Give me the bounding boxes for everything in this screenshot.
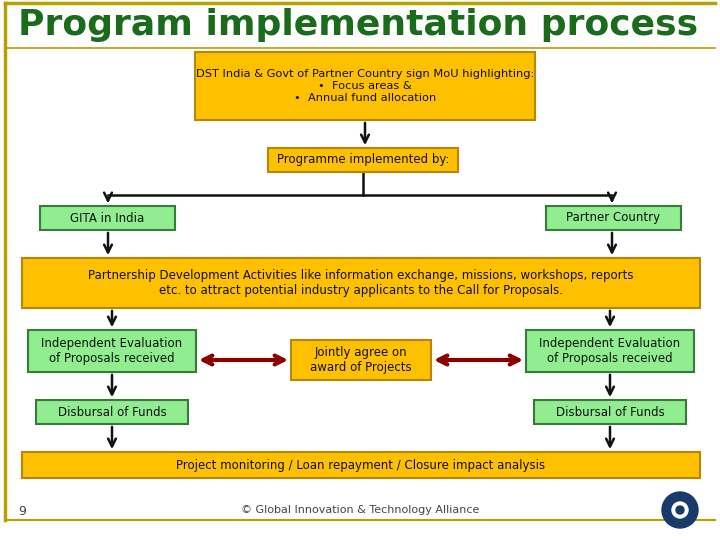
FancyBboxPatch shape — [40, 206, 175, 230]
Text: Partnership Development Activities like information exchange, missions, workshop: Partnership Development Activities like … — [89, 269, 634, 297]
FancyBboxPatch shape — [534, 400, 686, 424]
FancyBboxPatch shape — [22, 258, 700, 308]
Text: Partner Country: Partner Country — [567, 212, 660, 225]
FancyBboxPatch shape — [526, 330, 694, 372]
FancyBboxPatch shape — [546, 206, 681, 230]
Text: Program implementation process: Program implementation process — [18, 8, 698, 42]
Text: GITA in India: GITA in India — [71, 212, 145, 225]
Text: © Global Innovation & Technology Alliance: © Global Innovation & Technology Allianc… — [240, 505, 480, 515]
Text: Project monitoring / Loan repayment / Closure impact analysis: Project monitoring / Loan repayment / Cl… — [176, 458, 546, 471]
Text: Independent Evaluation
of Proposals received: Independent Evaluation of Proposals rece… — [539, 337, 680, 365]
Text: Disbursal of Funds: Disbursal of Funds — [556, 406, 665, 419]
FancyBboxPatch shape — [195, 52, 535, 120]
Text: Jointly agree on
award of Projects: Jointly agree on award of Projects — [310, 346, 412, 374]
FancyBboxPatch shape — [291, 340, 431, 380]
Circle shape — [672, 502, 688, 518]
FancyBboxPatch shape — [36, 400, 188, 424]
Text: 9: 9 — [18, 505, 26, 518]
FancyBboxPatch shape — [268, 148, 458, 172]
Circle shape — [662, 492, 698, 528]
Text: Programme implemented by:: Programme implemented by: — [276, 153, 449, 166]
Text: DST India & Govt of Partner Country sign MoU highlighting:
•  Focus areas &
•  A: DST India & Govt of Partner Country sign… — [196, 70, 534, 103]
Circle shape — [676, 506, 684, 514]
Text: Independent Evaluation
of Proposals received: Independent Evaluation of Proposals rece… — [42, 337, 183, 365]
FancyBboxPatch shape — [22, 452, 700, 478]
FancyBboxPatch shape — [28, 330, 196, 372]
Text: Disbursal of Funds: Disbursal of Funds — [58, 406, 166, 419]
